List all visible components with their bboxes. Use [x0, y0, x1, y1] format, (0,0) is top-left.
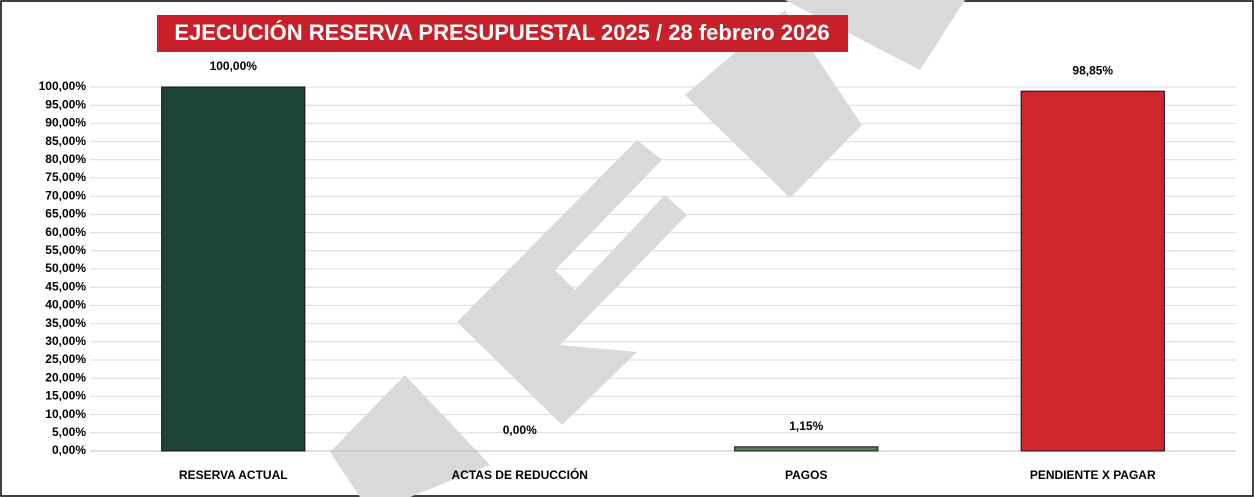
y-tick-label: 95,00% [45, 97, 86, 111]
data-label: 98,85% [1072, 63, 1113, 77]
y-tick-label: 10,00% [45, 407, 86, 421]
y-tick-label: 85,00% [45, 134, 86, 148]
y-tick-label: 50,00% [45, 261, 86, 275]
x-tick-label: PENDIENTE X PAGAR [1030, 468, 1156, 482]
data-label: 0,00% [503, 423, 537, 437]
watermark-shape [457, 140, 687, 425]
y-tick-label: 55,00% [45, 243, 86, 257]
y-tick-label: 80,00% [45, 152, 86, 166]
x-tick-label: ACTAS DE REDUCCIÓN [452, 467, 588, 482]
bar [161, 86, 306, 452]
watermark-shape [330, 375, 490, 497]
chart-title: EJECUCIÓN RESERVA PRESUPUESTAL 2025 / 28… [174, 20, 829, 45]
y-tick-label: 40,00% [45, 298, 86, 312]
y-tick-label: 20,00% [45, 370, 86, 384]
y-tick-label: 75,00% [45, 170, 86, 184]
y-tick-label: 0,00% [52, 443, 86, 457]
y-tick-label: 100,00% [39, 79, 87, 93]
y-tick-label: 45,00% [45, 279, 86, 293]
data-label: 1,15% [789, 419, 823, 433]
y-tick-label: 70,00% [45, 188, 86, 202]
bar [1020, 90, 1165, 452]
bar [734, 446, 879, 452]
watermark-shape [685, 10, 862, 198]
y-tick-label: 65,00% [45, 207, 86, 221]
x-tick-label: RESERVA ACTUAL [179, 468, 288, 482]
y-tick-label: 90,00% [45, 116, 86, 130]
y-tick-label: 60,00% [45, 225, 86, 239]
x-tick-label: PAGOS [785, 468, 827, 482]
y-tick-label: 35,00% [45, 316, 86, 330]
y-tick-label: 25,00% [45, 352, 86, 366]
y-tick-label: 30,00% [45, 334, 86, 348]
y-tick-label: 15,00% [45, 389, 86, 403]
data-label: 100,00% [210, 59, 258, 73]
y-tick-label: 5,00% [52, 425, 86, 439]
title-box [157, 15, 848, 52]
